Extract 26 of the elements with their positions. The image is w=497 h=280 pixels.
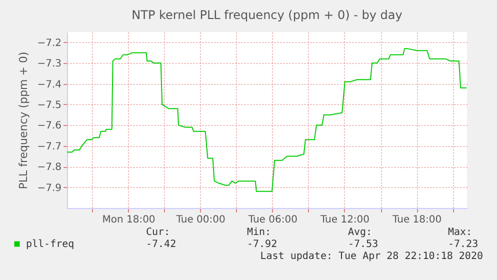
y-tick-label: −7.4 (37, 79, 62, 90)
text: Avg: (348, 227, 372, 238)
y-tick-label: −7.2 (37, 38, 62, 49)
x-tick-label: Tue 18:00 (392, 214, 442, 226)
legend-label: pll-freq (26, 239, 74, 250)
text: Last update: Tue Apr 28 22:10:18 2020 (260, 251, 483, 262)
text: Max: (448, 227, 472, 238)
y-axis-title: PLL frequency (ppm + 0) (17, 52, 30, 190)
text: -7.53 (348, 239, 378, 250)
x-tick-label: Mon 18:00 (102, 214, 156, 226)
text: -7.42 (146, 239, 176, 250)
y-tick-label: −7.5 (37, 100, 62, 111)
y-tick-label: −7.7 (37, 141, 62, 152)
text: -7.92 (247, 239, 278, 250)
y-tick-label: −7.3 (37, 58, 62, 70)
chart-title: NTP kernel PLL frequency (ppm + 0) - by day (132, 8, 402, 22)
y-tick-label: −7.8 (37, 162, 62, 174)
line-series (66, 48, 468, 192)
y-tick-label: −7.6 (37, 120, 62, 132)
text: -7.23 (448, 239, 478, 250)
x-tick-label: Tue 12:00 (319, 214, 370, 226)
text: Min: (247, 227, 272, 238)
x-tick-label: Tue 00:00 (175, 214, 226, 226)
x-tick-label: Tue 06:00 (247, 214, 298, 226)
y-tick-label: −7.9 (37, 182, 62, 194)
text: Cur: (146, 227, 170, 238)
